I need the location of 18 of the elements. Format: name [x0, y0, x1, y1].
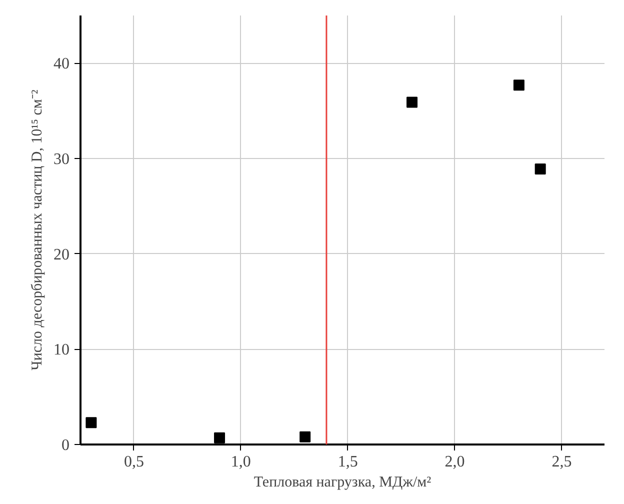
point: [513, 80, 524, 91]
y-tick-label: 10: [54, 342, 70, 359]
y-tick-label: 0: [62, 437, 70, 454]
x-tick-label: 1,0: [230, 454, 251, 470]
x-tick-label: 1,5: [338, 454, 358, 470]
x-tick-label: 0,5: [124, 454, 144, 470]
x-tick-label: 2,0: [444, 454, 465, 470]
x-axis-title: Тепловая нагрузка, МДж/м²: [254, 474, 432, 490]
x-tick-label: 2,5: [552, 454, 572, 470]
y-axis-title: Число десорбированных частиц D, 10¹⁵ см⁻²: [30, 89, 46, 370]
y-tick-label: 40: [54, 56, 70, 73]
y-tick-label: 30: [54, 151, 70, 168]
point: [214, 432, 226, 444]
point: [86, 417, 97, 428]
point: [300, 431, 311, 442]
point: [534, 163, 546, 174]
y-tick-label: 20: [54, 246, 70, 264]
point: [406, 96, 418, 108]
